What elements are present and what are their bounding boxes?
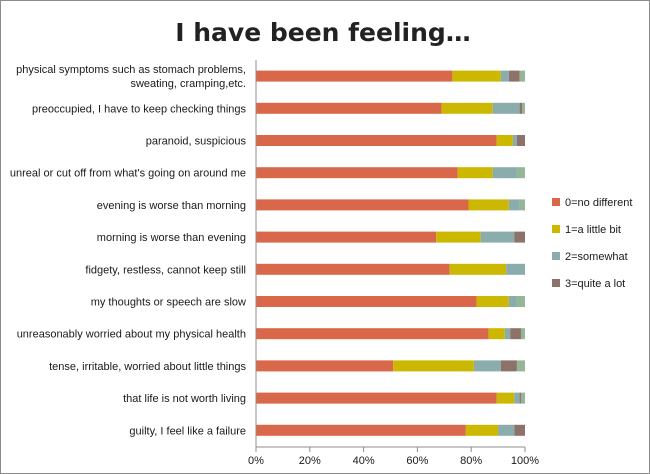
bar-segment bbox=[519, 102, 523, 114]
bar-segment bbox=[256, 360, 394, 372]
category-label: guilty, I feel like a failure bbox=[129, 425, 246, 437]
bar-segment bbox=[465, 424, 499, 436]
bar-segment bbox=[516, 296, 525, 307]
bar-segment bbox=[441, 102, 493, 114]
bar-segment bbox=[498, 424, 515, 436]
bar-segment bbox=[510, 328, 521, 340]
category-label: physical symptoms such as stomach proble… bbox=[16, 64, 246, 76]
bar-segment bbox=[522, 102, 525, 114]
bar-segment bbox=[449, 263, 507, 275]
category-label: unreasonably worried about my physical h… bbox=[17, 329, 246, 341]
bar-segment bbox=[512, 135, 517, 146]
legend-swatch bbox=[552, 225, 560, 233]
x-tick-label: 40% bbox=[353, 455, 375, 467]
bar-segment bbox=[256, 424, 466, 436]
legend: 0=no different 1=a little bit 2=somewhat 3=… bbox=[552, 197, 632, 290]
category-label: fidgety, restless, cannot keep still bbox=[85, 264, 246, 276]
bar-segment bbox=[519, 70, 525, 82]
bar-segment bbox=[506, 263, 525, 275]
bar-segment bbox=[519, 392, 521, 404]
bar-segment bbox=[492, 102, 520, 114]
bar-segment bbox=[256, 167, 458, 179]
bar-segment bbox=[256, 135, 497, 146]
bar-segment bbox=[256, 199, 469, 211]
bar-segment bbox=[452, 70, 501, 82]
bar-segment bbox=[516, 135, 525, 146]
bar-segment bbox=[508, 296, 517, 307]
bar-segment bbox=[256, 263, 450, 275]
bar-segment bbox=[436, 231, 481, 243]
bar-segment bbox=[508, 70, 520, 82]
bar-segment bbox=[520, 328, 525, 340]
legend-label: 0=no different bbox=[565, 197, 632, 209]
bar-segment bbox=[476, 296, 509, 307]
bar-segment bbox=[473, 360, 501, 372]
category-label: evening is worse than morning bbox=[97, 200, 246, 212]
bar-segment bbox=[514, 424, 525, 436]
x-tick-label: 80% bbox=[460, 455, 482, 467]
bar-segment bbox=[256, 392, 497, 404]
legend-label: 1=a little bit bbox=[565, 224, 621, 236]
bars bbox=[256, 70, 525, 436]
bar-segment bbox=[520, 392, 525, 404]
bar-segment bbox=[504, 328, 511, 340]
bar-segment bbox=[496, 135, 513, 146]
bar-segment bbox=[457, 167, 493, 179]
category-label: morning is worse than evening bbox=[97, 232, 246, 244]
x-tick-label: 0% bbox=[248, 455, 264, 467]
legend-swatch bbox=[552, 252, 560, 260]
legend-swatch bbox=[552, 279, 560, 287]
bar-segment bbox=[256, 102, 442, 114]
bar-segment bbox=[514, 392, 520, 404]
bar-segment bbox=[256, 231, 437, 243]
bar-segment bbox=[500, 70, 509, 82]
bar-segment bbox=[480, 231, 515, 243]
category-label: unreal or cut off from what's going on a… bbox=[10, 168, 246, 180]
bar-segment bbox=[514, 231, 525, 243]
legend-label: 2=somewhat bbox=[565, 251, 628, 263]
x-tick-label: 60% bbox=[406, 455, 428, 467]
x-axis: 0% 20% 40% 60% 80% 100% bbox=[248, 60, 539, 467]
bar-segment bbox=[256, 70, 453, 82]
bar-segment bbox=[516, 360, 525, 372]
legend-label: 3=quite a lot bbox=[565, 278, 625, 290]
category-label: paranoid, suspicious bbox=[146, 136, 247, 148]
bar-segment bbox=[516, 167, 525, 179]
category-labels: physical symptoms such as stomach proble… bbox=[10, 64, 247, 437]
category-label: preoccupied, I have to keep checking thi… bbox=[32, 103, 247, 115]
x-tick-label: 20% bbox=[299, 455, 321, 467]
legend-swatch bbox=[552, 198, 560, 206]
bar-segment bbox=[488, 328, 505, 340]
category-label: that life is not worth living bbox=[123, 393, 246, 405]
chart-title: I have been feeling… bbox=[175, 18, 471, 47]
bar-segment bbox=[500, 360, 517, 372]
category-label: sweating, cramping,etc. bbox=[130, 78, 246, 90]
category-label: my thoughts or speech are slow bbox=[91, 297, 246, 309]
bar-segment bbox=[468, 199, 509, 211]
bar-segment bbox=[393, 360, 474, 372]
bar-segment bbox=[256, 296, 477, 307]
bar-segment bbox=[508, 199, 520, 211]
bar-segment bbox=[256, 328, 489, 340]
category-label: tense, irritable, worried about little t… bbox=[49, 361, 246, 373]
bar-segment bbox=[496, 392, 515, 404]
bar-segment bbox=[492, 167, 517, 179]
bar-segment bbox=[519, 199, 525, 211]
x-tick-label: 100% bbox=[511, 455, 539, 467]
